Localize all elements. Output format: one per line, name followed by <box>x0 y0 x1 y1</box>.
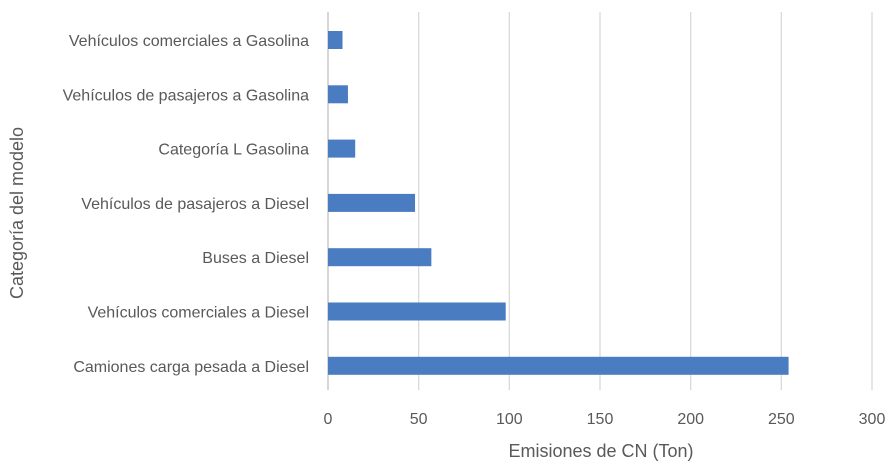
category-label: Vehículos comerciales a Diesel <box>88 305 309 322</box>
bar <box>328 193 416 212</box>
x-tick-label: 100 <box>496 411 523 428</box>
bars <box>328 31 789 375</box>
x-tick-label: 250 <box>768 411 795 428</box>
bar <box>328 248 432 267</box>
x-axis-title: Emisiones de CN (Ton) <box>508 441 693 461</box>
category-label: Camiones carga pesada a Diesel <box>73 359 309 376</box>
y-axis-title: Categoría del modelo <box>7 127 27 299</box>
bar <box>328 356 789 375</box>
category-label: Categoría L Gasolina <box>158 142 309 159</box>
x-tick-labels: 0 50 100 150 200 250 300 <box>324 411 886 428</box>
category-label: Vehículos de pasajeros a Diesel <box>81 196 309 213</box>
category-label: Vehículos de pasajeros a Gasolina <box>63 87 309 104</box>
x-tick-label: 300 <box>859 411 886 428</box>
gridlines <box>327 12 873 390</box>
x-tick-label: 150 <box>587 411 614 428</box>
bar <box>328 302 506 321</box>
bar <box>328 139 356 158</box>
x-tick-label: 0 <box>324 411 333 428</box>
bar <box>328 85 348 104</box>
bar <box>328 31 343 49</box>
category-label: Buses a Diesel <box>202 250 309 267</box>
x-tick-label: 50 <box>410 411 428 428</box>
x-tick-label: 200 <box>677 411 704 428</box>
category-label: Vehículos comerciales a Gasolina <box>69 33 309 50</box>
category-labels: Vehículos comerciales a Gasolina Vehículo… <box>63 33 309 376</box>
